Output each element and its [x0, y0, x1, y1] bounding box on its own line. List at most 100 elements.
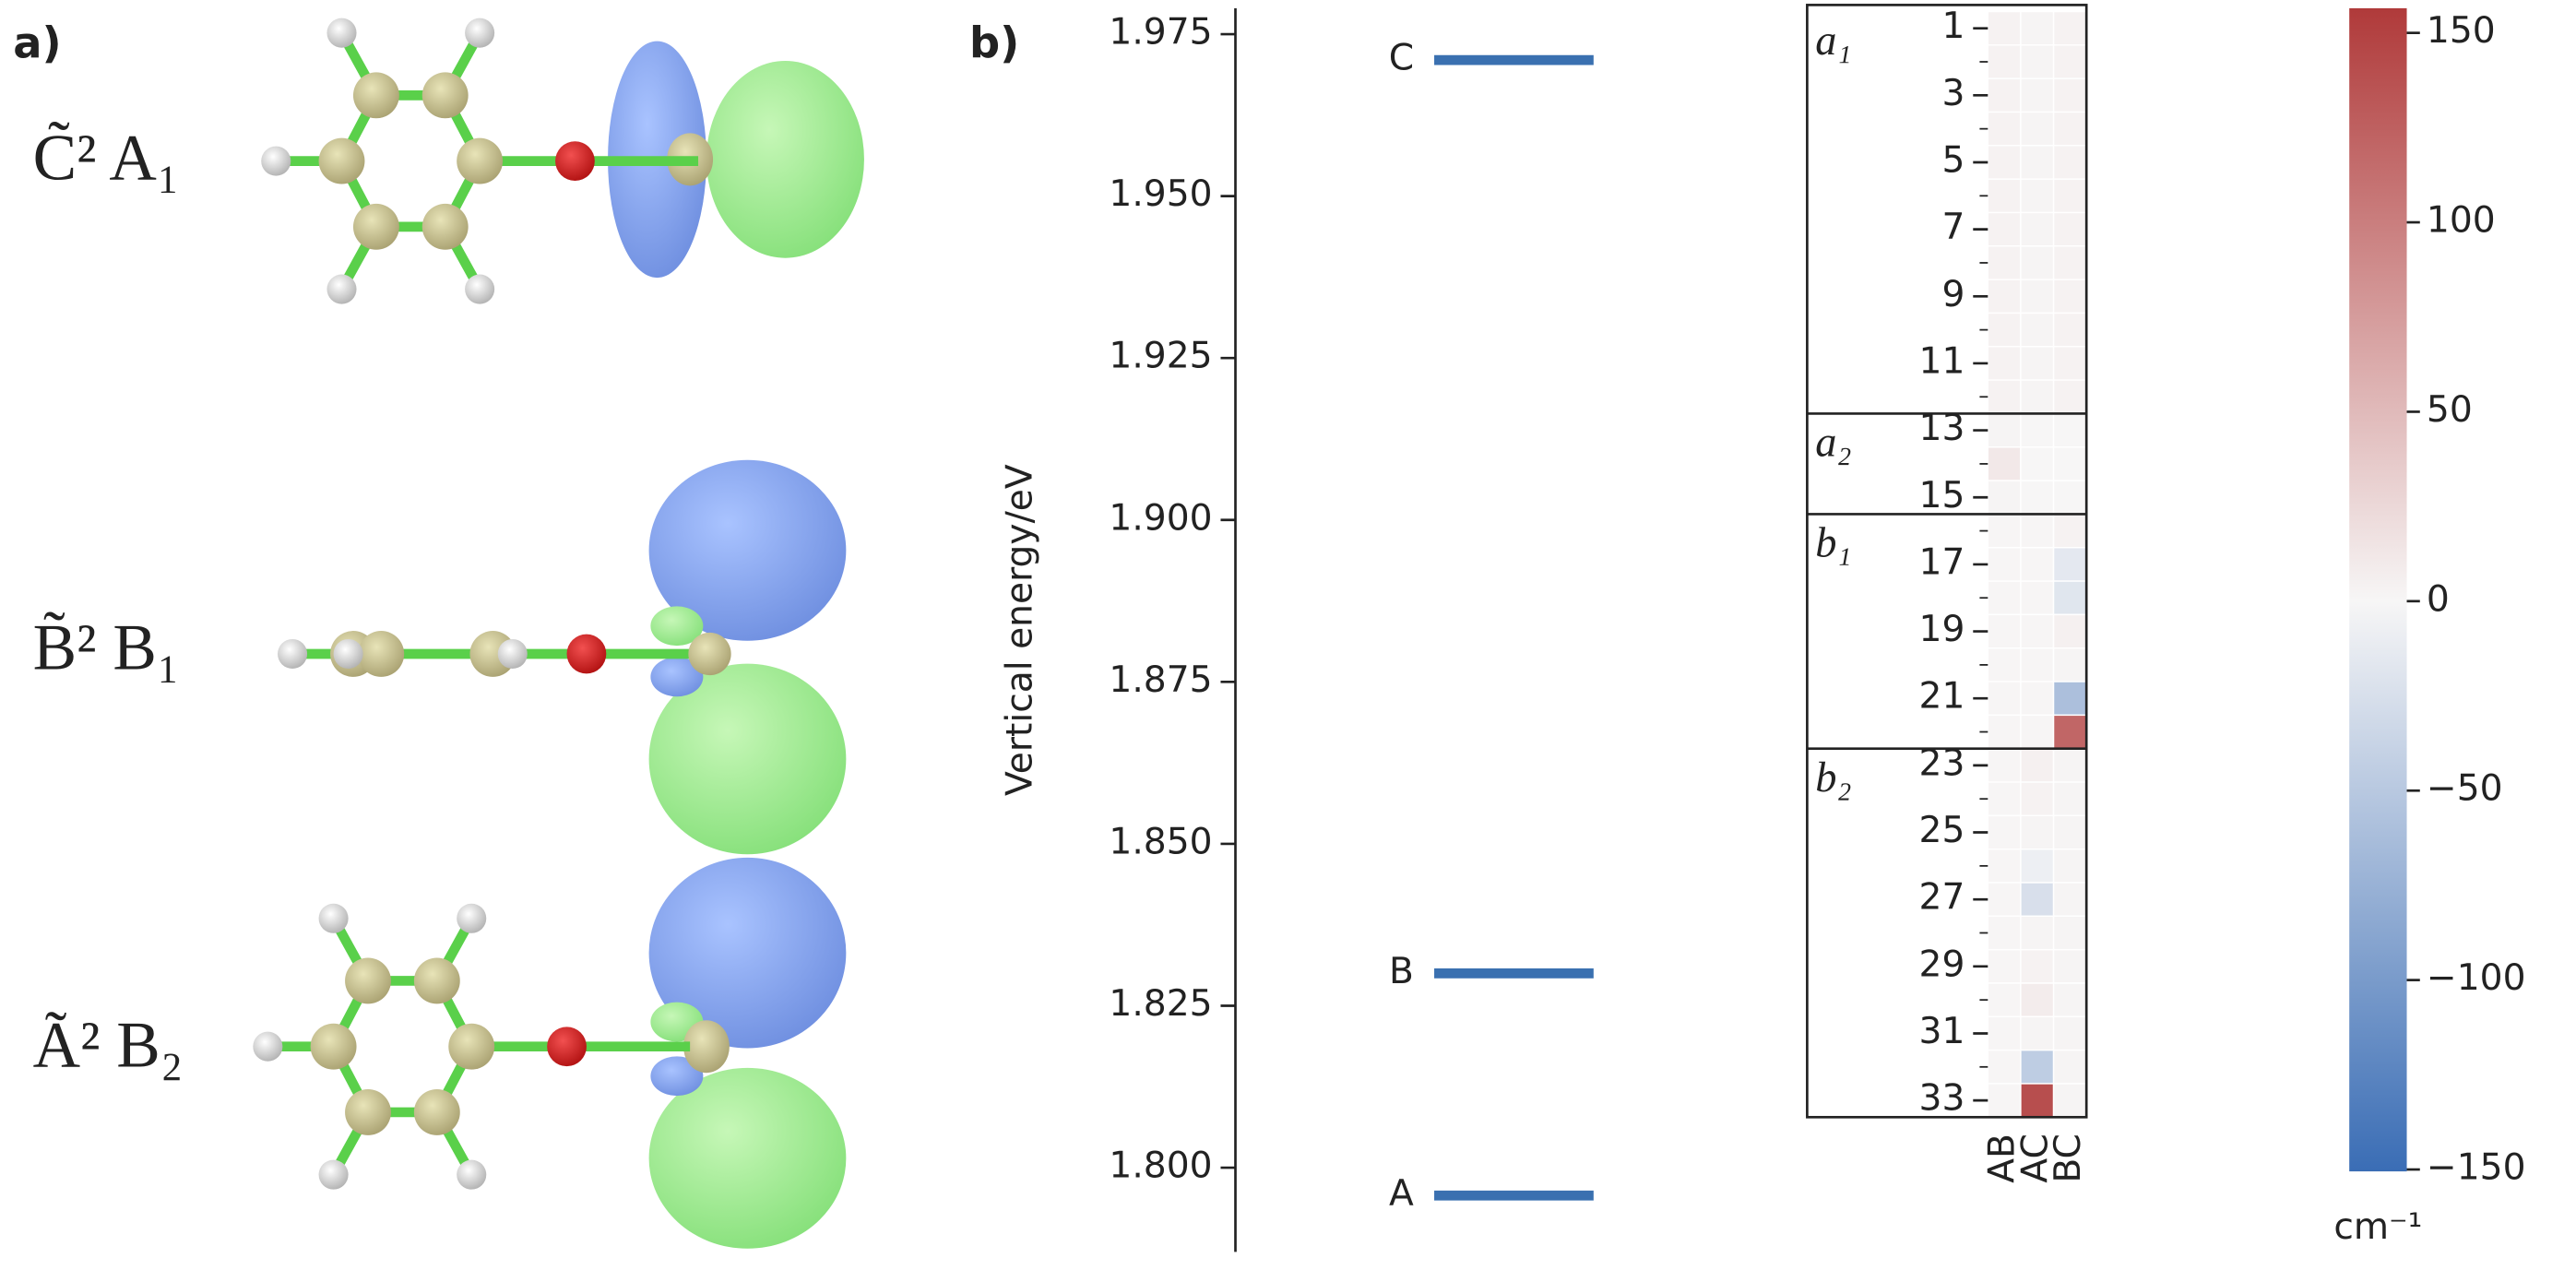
row-label: 11: [1919, 340, 1965, 382]
heatmap-cell: [1987, 1015, 2022, 1051]
heatmap-cell: [2052, 814, 2087, 850]
row-label: 9: [1941, 274, 1965, 315]
y-tick-label: 1.975: [1109, 12, 1212, 53]
y-tick-label: 1.925: [1109, 336, 1212, 377]
heatmap-cell: [1987, 44, 2022, 79]
row-label: 19: [1919, 609, 1965, 650]
heatmap-cell: [1987, 747, 2022, 783]
heatmap-cell: [2020, 111, 2055, 147]
heatmap-cell: [1987, 781, 2022, 817]
level-label: A: [1389, 1173, 1414, 1215]
heatmap-cell: [2052, 77, 2087, 113]
heatmap-cell: [1987, 848, 2022, 884]
row-label: 5: [1941, 139, 1965, 181]
row-label: 33: [1919, 1078, 1965, 1120]
heatmap-cell: [2020, 580, 2055, 616]
state-label: Ã² B₂: [33, 1009, 184, 1081]
colorbar-tick-label: 100: [2427, 200, 2496, 242]
heatmap-cell: [2020, 480, 2055, 516]
heatmap-cell: [2052, 10, 2087, 46]
heatmap-cell: [2052, 948, 2087, 984]
heatmap-cell: [1987, 346, 2022, 381]
heatmap-cell: [2020, 279, 2055, 315]
colorbar-tick-label: 50: [2427, 389, 2473, 431]
heatmap-cell: [1987, 211, 2022, 247]
heatmap-cell: [2052, 681, 2087, 717]
heatmap-cell: [2052, 747, 2087, 783]
atom: [358, 631, 405, 677]
atom: [318, 137, 365, 184]
atom: [352, 72, 399, 119]
atom: [497, 638, 528, 670]
heatmap-cell: [2020, 547, 2055, 582]
orbital-lobe: [650, 1056, 704, 1097]
column-label: AC: [2014, 1134, 2056, 1182]
atom: [345, 1089, 391, 1135]
colorbar-tick-label: −100: [2427, 957, 2526, 999]
heatmap-cell: [2052, 882, 2087, 918]
heatmap-cell: [1987, 814, 2022, 850]
y-tick-label: 1.875: [1109, 659, 1212, 701]
heatmap-cell: [2052, 647, 2087, 682]
y-tick-label: 1.950: [1109, 173, 1212, 215]
heatmap-cell: [2020, 647, 2055, 682]
atom: [457, 903, 487, 933]
heatmap-cell: [1987, 446, 2022, 481]
row-label: 31: [1919, 1011, 1965, 1052]
heatmap-cell: [2052, 346, 2087, 381]
heatmap-cell: [1987, 915, 2022, 951]
heatmap-cell: [2020, 982, 2055, 1018]
orbital-lobe: [650, 606, 704, 647]
colorbar-tick-label: 150: [2427, 10, 2496, 52]
row-label: 27: [1919, 877, 1965, 919]
heatmap-cell: [2052, 1015, 2087, 1051]
heatmap-cell: [2020, 312, 2055, 348]
heatmap-cell: [2052, 613, 2087, 649]
heatmap-cell: [2020, 379, 2055, 415]
colorbar-tick-label: 0: [2427, 578, 2450, 620]
colorbar-tick-label: −50: [2427, 768, 2503, 810]
atom: [457, 137, 504, 184]
group-label: a₁: [1815, 18, 1851, 65]
heatmap-cell: [1987, 379, 2022, 415]
heatmap-cell: [1987, 681, 2022, 717]
heatmap-cell: [1987, 1049, 2022, 1085]
heatmap-cell: [2020, 613, 2055, 649]
row-label: 29: [1919, 944, 1965, 985]
heatmap-cell: [2052, 111, 2087, 147]
heatmap-cell: [2052, 446, 2087, 481]
colorbar-tick-label: −150: [2427, 1147, 2526, 1189]
atom: [413, 1089, 460, 1135]
heatmap-cell: [1987, 613, 2022, 649]
atom: [261, 146, 291, 176]
atom: [352, 203, 399, 250]
heatmap-cell: [2020, 747, 2055, 783]
heatmap-cell: [2052, 848, 2087, 884]
heatmap-cell: [1987, 178, 2022, 214]
atom: [318, 1159, 349, 1190]
atom: [566, 634, 607, 674]
heatmap-cell: [2052, 547, 2087, 582]
level-label: B: [1389, 951, 1414, 992]
heatmap-cell: [2020, 1083, 2055, 1119]
heatmap-cell: [2052, 312, 2087, 348]
column-label: AB: [1982, 1134, 2024, 1183]
heatmap-cell: [1987, 245, 2022, 280]
heatmap-cell: [1987, 412, 2022, 448]
group-label: b₁: [1815, 520, 1851, 567]
atom: [547, 1027, 587, 1067]
heatmap-cell: [2020, 77, 2055, 113]
heatmap-cell: [2052, 178, 2087, 214]
row-label: 25: [1919, 810, 1965, 851]
heatmap-cell: [1987, 10, 2022, 46]
heatmap-cell: [2020, 10, 2055, 46]
group-label: b₂: [1815, 754, 1851, 801]
atom: [253, 1031, 283, 1062]
heatmap-cell: [2020, 781, 2055, 817]
heatmap-cell: [1987, 279, 2022, 315]
heatmap-cell: [2020, 211, 2055, 247]
atom: [421, 203, 469, 250]
level-label: C: [1389, 38, 1414, 79]
